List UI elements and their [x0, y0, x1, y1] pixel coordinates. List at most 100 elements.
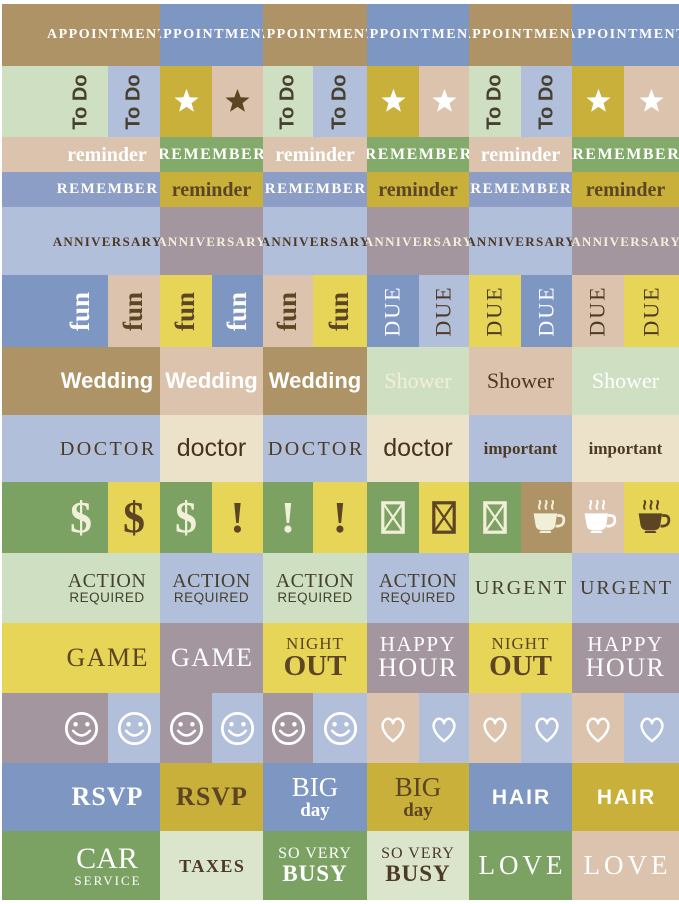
sticker-anniversary: ANNIVERSARY	[367, 207, 469, 275]
sticker-exclamation: !	[212, 482, 263, 553]
sticker-smiley	[212, 693, 263, 763]
sticker-shower-label: Shower	[486, 368, 555, 393]
sticker-night-out-line-2: OUT	[489, 649, 552, 682]
sticker-car-service-label: CAR SERVICE	[74, 843, 139, 887]
sticker-todo-label: To Do	[329, 73, 352, 130]
sticker-fun-label: fun	[272, 291, 303, 331]
sticker-night-out-line-2: OUT	[283, 649, 347, 682]
sticker-action-required: ACTION REQUIRED	[160, 553, 263, 623]
sticker-shower: Shower	[469, 347, 572, 415]
envelope-icon	[483, 501, 507, 534]
sticker-doctor-label: DOCTOR	[267, 437, 365, 460]
sticker-smiley	[263, 693, 313, 763]
sticker-big-day-line-2: day	[300, 800, 330, 822]
row-symbols: $ $ $!!!	[2, 482, 679, 553]
row-smiley-heart	[2, 693, 679, 763]
sticker-so-very-busy-line-1: SO VERY	[278, 844, 352, 862]
sticker-big-day-line-1: BIG	[394, 771, 442, 802]
sticker-fun: fun	[160, 275, 212, 347]
sticker-due-label: DUE	[380, 285, 405, 337]
sticker-reminder: reminder	[160, 172, 263, 207]
sticker-remember-label: REMEMBER	[572, 145, 679, 163]
sticker-fun: fun	[2, 275, 108, 347]
sticker-exclamation: !	[263, 482, 313, 553]
sticker-action-required-label: ACTION REQUIRED	[68, 571, 147, 605]
star-icon	[225, 88, 250, 112]
star-icon	[380, 88, 406, 112]
sticker-todo: To Do	[521, 66, 572, 137]
sticker-big-day-label: BIG day	[291, 771, 339, 822]
sticker-star	[572, 66, 624, 137]
sticker-wedding: Wedding	[2, 347, 160, 415]
sticker-big-day-line-1: BIG	[291, 771, 339, 802]
sticker-so-very-busy-line-2: BUSY	[385, 860, 451, 886]
envelope-icon	[432, 501, 456, 534]
sticker-urgent-label: URGENT	[474, 577, 569, 599]
sticker-smiley	[160, 693, 212, 763]
sticker-happy-hour-label: HAPPY HOUR	[378, 633, 458, 682]
sticker-todo-label: To Do	[277, 73, 300, 130]
sticker-love: LOVE	[572, 831, 679, 900]
sticker-heart	[469, 693, 521, 763]
sticker-action-required-line-2: REQUIRED	[380, 590, 456, 606]
sticker-todo-label: To Do	[484, 73, 507, 130]
heart-icon	[483, 717, 507, 743]
heart-icon	[534, 717, 559, 743]
smiley-icon	[323, 711, 357, 745]
heart-icon	[432, 717, 456, 743]
sticker-anniversary: ANNIVERSARY	[572, 207, 679, 275]
sticker-love-label: LOVE	[478, 850, 567, 880]
sticker-heart	[367, 693, 419, 763]
sticker-so-very-busy-label: SO VERY BUSY	[278, 844, 352, 886]
sticker-game: GAME	[160, 623, 263, 693]
sticker-love-label: LOVE	[583, 850, 672, 880]
sticker-fun-label: fun	[170, 291, 201, 331]
sticker-coffee	[572, 482, 624, 553]
sticker-doctor: doctor	[160, 415, 263, 482]
sticker-star	[160, 66, 212, 137]
sticker-shower-label: Shower	[384, 368, 452, 393]
sticker-appointment-label: APPOINTMENT	[469, 27, 572, 42]
sticker-due: DUE	[419, 275, 469, 347]
sticker-urgent: URGENT	[572, 553, 679, 623]
sticker-todo-label: To Do	[123, 73, 146, 130]
sticker-envelope	[367, 482, 419, 553]
sticker-wedding: Wedding	[263, 347, 367, 415]
exclamation-icon: !	[332, 492, 348, 542]
sticker-anniversary-label: ANNIVERSARY	[469, 233, 572, 249]
sticker-rsvp-label: RSVP	[71, 782, 144, 811]
sticker-due-label: DUE	[533, 285, 559, 337]
sticker-remember: REMEMBER	[367, 137, 469, 172]
sticker-appointment: APPOINTMENT	[572, 4, 679, 66]
sticker-night-out-label: NIGHT OUT	[283, 634, 347, 682]
sticker-urgent: URGENT	[469, 553, 572, 623]
sticker-star	[367, 66, 419, 137]
sticker-appointment-label: APPOINTMENT	[160, 27, 263, 42]
sticker-due: DUE	[572, 275, 624, 347]
coffee-cup-icon	[638, 500, 670, 533]
sticker-important: important	[469, 415, 572, 482]
sticker-doctor: DOCTOR	[263, 415, 367, 482]
sticker-appointment: APPOINTMENT	[469, 4, 572, 66]
sticker-remember: REMEMBER	[572, 137, 679, 172]
sticker-action-required-label: ACTION REQUIRED	[172, 571, 251, 605]
exclamation-icon: !	[230, 492, 245, 542]
sticker-action-required-line-1: ACTION	[67, 569, 147, 592]
sticker-anniversary-label: ANNIVERSARY	[572, 233, 679, 249]
sticker-reminder: reminder	[367, 172, 469, 207]
sticker-todo: To Do	[2, 66, 108, 137]
sticker-rsvp: RSVP	[2, 763, 160, 831]
sticker-appointment: APPOINTMENT	[263, 4, 367, 66]
sticker-due: DUE	[469, 275, 521, 347]
row-remember-reminder: REMEMBER reminder REMEMBER reminder REMEMBER…	[2, 172, 679, 207]
sticker-heart	[572, 693, 624, 763]
sticker-due: DUE	[624, 275, 679, 347]
sticker-appointment-label: APPOINTMENT	[263, 27, 367, 42]
sticker-fun: fun	[212, 275, 263, 347]
dollar-sign-icon: $	[70, 492, 92, 542]
sticker-remember-label: REMEMBER	[367, 145, 469, 163]
row-wedding-shower: Wedding Wedding Wedding Shower Shower Shower	[2, 347, 679, 415]
sticker-star	[624, 66, 679, 137]
coffee-cup-icon	[584, 500, 617, 533]
